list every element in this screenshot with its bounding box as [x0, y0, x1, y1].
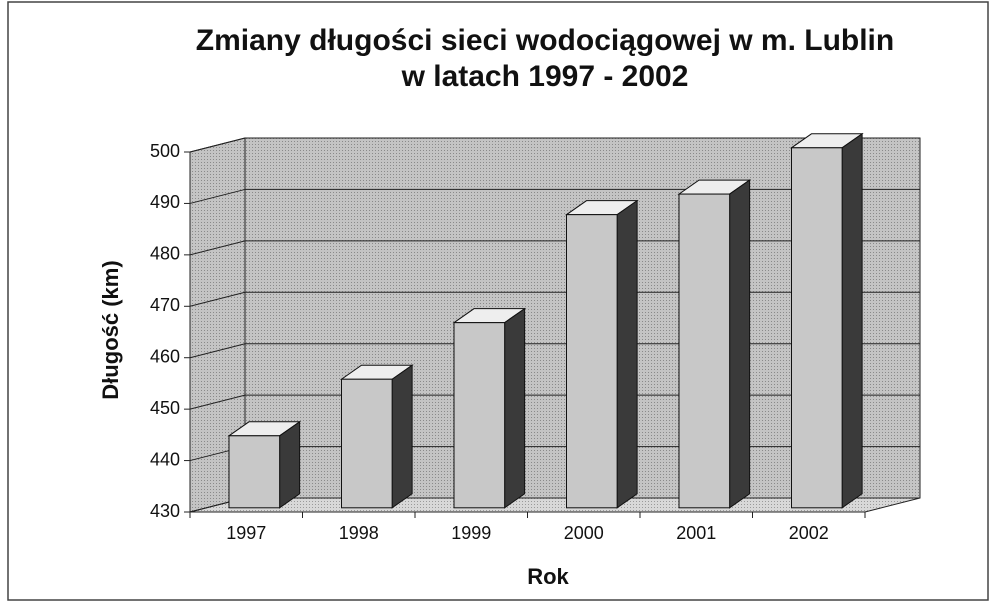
y-axis-title: Długość (km) [98, 260, 123, 399]
x-tick-label: 2001 [676, 523, 716, 543]
y-tick-label: 440 [150, 449, 180, 469]
frame [7, 1, 989, 601]
y-tick-label: 470 [150, 295, 180, 315]
y-tick-label: 480 [150, 244, 180, 264]
x-tick-label: 1999 [451, 523, 491, 543]
grid-line [189, 137, 246, 153]
bar [566, 214, 618, 509]
bar-side [616, 199, 638, 509]
chart-title: w latach 1997 - 2002 [401, 60, 689, 93]
x-axis-title: Rok [527, 564, 569, 589]
x-tick-label: 1997 [226, 523, 266, 543]
bar-side [841, 132, 863, 509]
bar [453, 322, 506, 509]
bar-side [504, 307, 526, 509]
bar [341, 378, 393, 509]
bar-side [279, 420, 301, 509]
bar-side [391, 364, 413, 509]
grid-line [189, 394, 246, 410]
grid-line [189, 343, 246, 359]
y-tick-label: 500 [150, 141, 180, 161]
bar-side [729, 179, 751, 509]
bar [228, 435, 281, 509]
grid-line [189, 291, 246, 307]
y-tick-label: 460 [150, 346, 180, 366]
y-tick-label: 490 [150, 192, 180, 212]
y-tick-label: 430 [150, 501, 180, 521]
y-tick-label: 450 [150, 398, 180, 418]
bar [791, 147, 843, 509]
x-tick-label: 2000 [564, 523, 604, 543]
grid-line [189, 188, 246, 204]
grid-line [189, 240, 246, 256]
x-tick-label: 2002 [789, 523, 829, 543]
bar [678, 193, 731, 509]
chart-title: Zmiany długości sieci wodociągowej w m. … [196, 24, 894, 57]
x-tick-label: 1998 [339, 523, 379, 543]
